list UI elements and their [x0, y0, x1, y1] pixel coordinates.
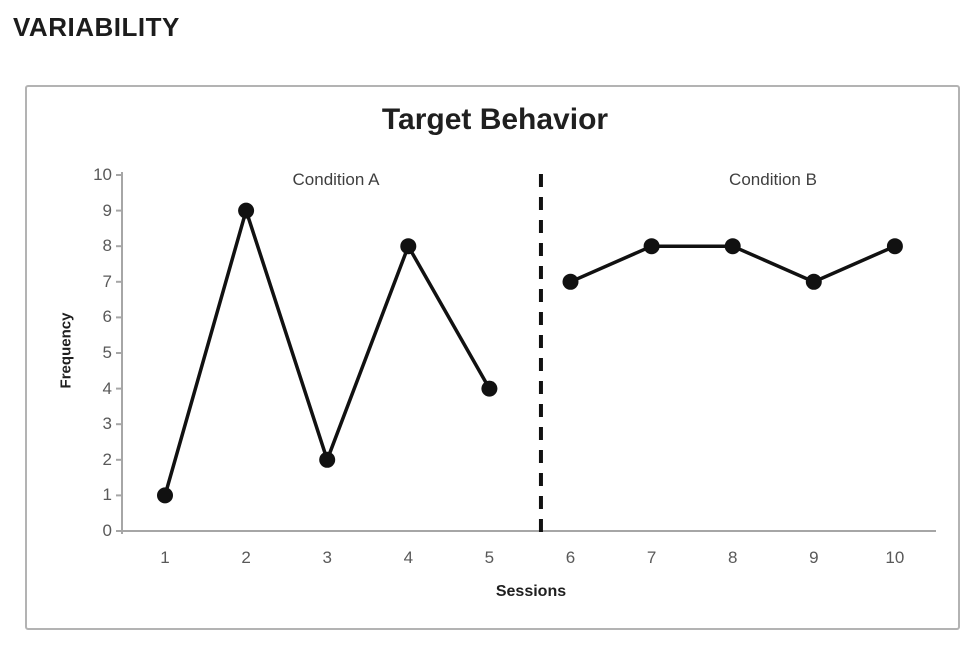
x-tick-label: 4	[403, 548, 414, 567]
data-point	[481, 380, 498, 397]
chart-title: Target Behavior	[381, 103, 609, 136]
y-tick-label: 9	[102, 200, 112, 220]
y-tick-label: 2	[102, 449, 112, 469]
chart-panel	[25, 85, 960, 630]
page-title: VARIABILITY	[13, 12, 180, 42]
y-tick-label: 7	[102, 271, 112, 291]
x-tick-label: 8	[727, 548, 738, 567]
x-tick-label: 7	[646, 548, 657, 567]
x-tick-label: 1	[160, 548, 170, 567]
data-point	[886, 238, 903, 255]
condition-a-label: Condition A	[292, 170, 380, 189]
data-point	[157, 487, 173, 504]
y-tick-label: 1	[102, 485, 112, 505]
data-point	[805, 273, 822, 290]
condition-b-label: Condition B	[729, 170, 817, 189]
x-tick-label: 9	[809, 548, 819, 567]
y-tick-label: 0	[102, 521, 112, 540]
data-point	[319, 451, 336, 468]
x-tick-label: 5	[484, 548, 495, 567]
x-axis-title: Sessions	[495, 583, 567, 600]
x-tick-label: 2	[241, 548, 251, 567]
x-tick-label: 10	[885, 548, 905, 567]
data-point	[562, 273, 579, 290]
y-tick-label: 5	[102, 343, 112, 362]
y-tick-label: 6	[102, 307, 112, 327]
data-point	[724, 238, 741, 255]
y-tick-label: 4	[102, 378, 112, 398]
data-point	[400, 238, 417, 255]
y-tick-label: 3	[102, 414, 112, 434]
data-point	[238, 202, 255, 219]
y-tick-label: 10	[93, 165, 112, 184]
x-tick-label: 3	[322, 548, 332, 567]
x-tick-label: 6	[565, 548, 576, 567]
data-point	[643, 238, 660, 255]
y-tick-label: 8	[102, 236, 112, 256]
